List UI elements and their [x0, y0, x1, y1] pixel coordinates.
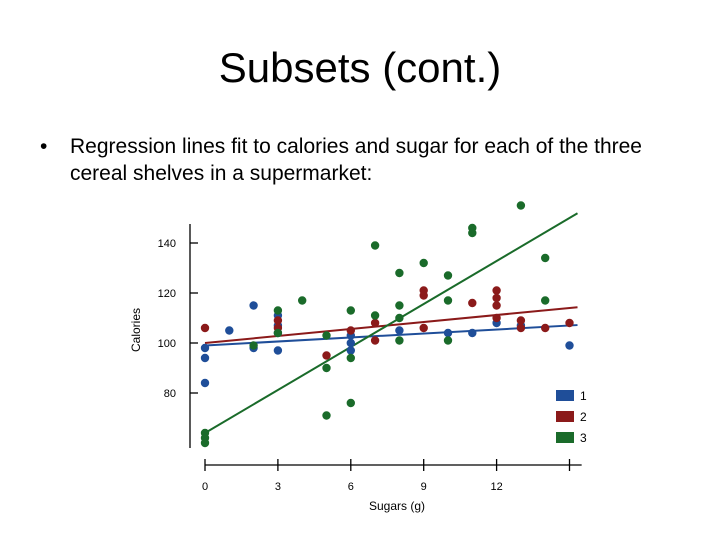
regression-line-2 — [204, 306, 578, 344]
x-tick-label: 9 — [421, 481, 427, 493]
data-point-1 — [346, 346, 355, 355]
regression-line-1 — [204, 324, 578, 347]
regression-lines — [204, 212, 579, 434]
data-point-3 — [419, 258, 428, 268]
legend-swatch-3 — [556, 432, 574, 443]
x-tick-label: 0 — [202, 481, 208, 493]
bullet-text: Regression lines fit to calories and sug… — [70, 135, 642, 185]
data-point-3 — [346, 398, 355, 408]
y-tick-label: 120 — [158, 288, 176, 300]
data-point-3 — [395, 313, 404, 323]
data-point-3 — [541, 296, 550, 305]
data-point-2 — [565, 318, 574, 328]
x-tick-label: 12 — [490, 481, 502, 493]
data-point-1 — [200, 353, 210, 363]
legend-label-1: 1 — [580, 389, 587, 403]
data-point-2 — [200, 323, 210, 333]
y-tick-label: 140 — [158, 238, 176, 250]
legend-swatch-2 — [556, 411, 574, 422]
data-point-2 — [419, 291, 428, 300]
data-point-2 — [516, 323, 526, 333]
data-point-3 — [395, 301, 404, 310]
x-axis-label: Sugars (g) — [369, 499, 425, 513]
data-point-3 — [443, 296, 453, 305]
data-point-2 — [370, 318, 380, 328]
legend-swatch-1 — [556, 390, 574, 401]
bullet-symbol: • — [40, 135, 48, 158]
data-point-2 — [370, 336, 380, 345]
data-point-3 — [322, 411, 331, 420]
data-point-3 — [395, 336, 404, 345]
data-point-3 — [346, 353, 355, 363]
data-point-3 — [516, 201, 526, 210]
y-tick-label: 80 — [164, 388, 176, 400]
data-point-3 — [322, 363, 331, 373]
data-point-3 — [395, 268, 404, 278]
data-points — [200, 201, 574, 448]
data-point-1 — [249, 301, 258, 310]
chart-legend: 1 2 3 — [556, 389, 587, 445]
data-point-3 — [273, 328, 283, 338]
data-point-3 — [200, 438, 210, 448]
y-tick-label: 100 — [158, 338, 176, 350]
data-point-3 — [370, 311, 380, 320]
data-point-3 — [443, 271, 453, 280]
data-point-3 — [443, 336, 453, 345]
data-point-1 — [468, 328, 477, 338]
data-point-1 — [443, 328, 453, 338]
data-point-2 — [322, 351, 331, 360]
data-point-3 — [346, 306, 355, 315]
data-point-1 — [273, 346, 283, 355]
data-point-1 — [225, 326, 234, 335]
data-point-3 — [249, 341, 258, 350]
data-point-3 — [468, 228, 477, 238]
data-point-3 — [298, 296, 307, 305]
data-point-1 — [346, 338, 355, 348]
y-axis-label: Calories — [129, 308, 143, 352]
legend-label-2: 2 — [580, 410, 587, 424]
data-point-3 — [541, 253, 550, 263]
data-point-3 — [370, 241, 380, 250]
slide-title: Subsets (cont.) — [218, 44, 502, 91]
data-point-1 — [565, 341, 574, 350]
data-point-2 — [541, 323, 550, 333]
regression-line-3 — [204, 212, 579, 434]
x-tick-label: 6 — [348, 481, 354, 493]
data-point-1 — [200, 378, 210, 388]
axis-labels: Sugars (g) Calories — [129, 308, 425, 513]
data-point-1 — [395, 326, 404, 335]
data-point-2 — [492, 293, 501, 303]
data-point-3 — [322, 331, 331, 340]
data-point-2 — [516, 316, 526, 325]
data-point-2 — [492, 286, 501, 295]
data-point-2 — [492, 313, 501, 323]
bullet-item: • Regression lines fit to calories and s… — [40, 133, 680, 187]
data-point-1 — [200, 343, 210, 353]
legend-label-3: 3 — [580, 431, 587, 445]
data-point-2 — [419, 323, 428, 333]
data-point-2 — [468, 298, 477, 308]
data-point-3 — [273, 306, 283, 315]
data-point-2 — [346, 326, 355, 335]
data-point-2 — [492, 301, 501, 310]
x-tick-label: 3 — [275, 481, 281, 493]
chart-axes: 80 100 120 140 0 3 6 9 12 — [158, 224, 582, 493]
data-point-2 — [273, 316, 283, 325]
